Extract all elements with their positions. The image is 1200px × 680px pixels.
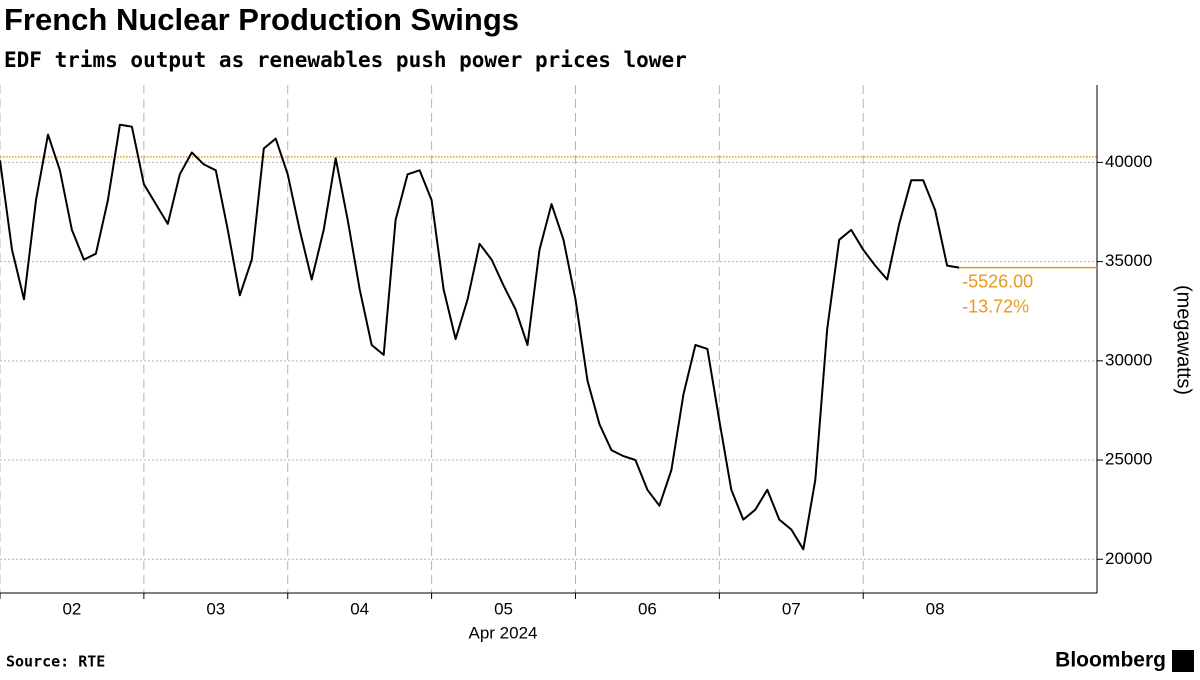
brand: Bloomberg <box>1055 649 1166 672</box>
x-tick-label: 06 <box>638 599 657 618</box>
y-tick-label: 20000 <box>1105 549 1152 568</box>
x-tick-label: 07 <box>782 599 801 618</box>
annotation: -13.72% <box>962 296 1029 316</box>
y-tick-label: 25000 <box>1105 450 1152 469</box>
y-tick-label: 35000 <box>1105 251 1152 270</box>
x-tick-label: 03 <box>206 599 225 618</box>
chart-subtitle: EDF trims output as renewables push powe… <box>4 48 687 72</box>
x-axis-label: Apr 2024 <box>469 623 538 642</box>
data-line <box>0 123 960 551</box>
source: Source: RTE <box>6 653 105 671</box>
x-tick-label: 02 <box>62 599 81 618</box>
x-tick-label: 08 <box>926 599 945 618</box>
y-tick-label: 40000 <box>1105 152 1152 171</box>
annotation: -5526.00 <box>962 271 1033 291</box>
x-tick-label: 05 <box>494 599 513 618</box>
chart-title: French Nuclear Production Swings <box>4 2 519 37</box>
brand-icon <box>1172 650 1194 672</box>
y-tick-label: 30000 <box>1105 350 1152 369</box>
x-tick-label: 04 <box>350 599 369 618</box>
y-axis-label: (megawatts) <box>1173 285 1195 395</box>
